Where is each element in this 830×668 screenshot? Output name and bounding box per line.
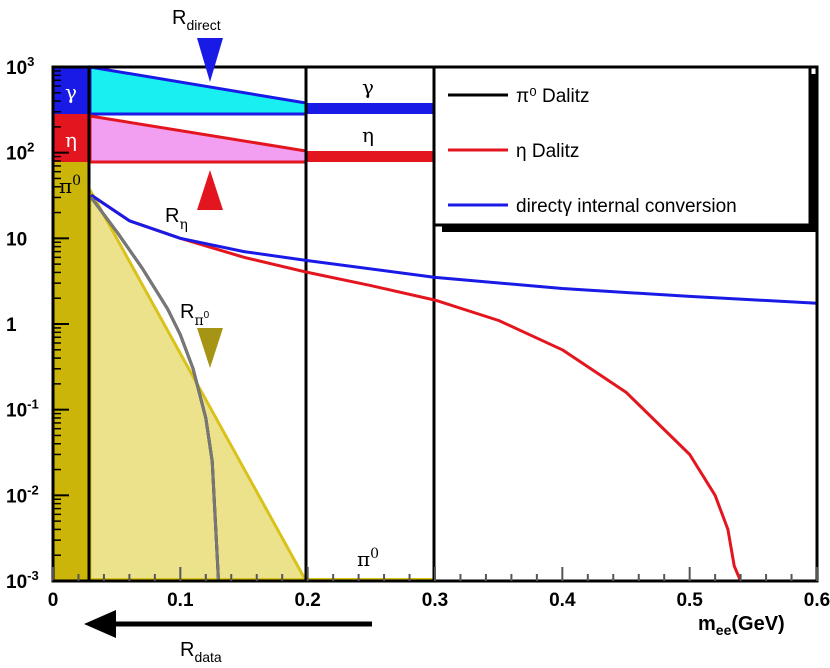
eta-right-label: η: [362, 123, 374, 147]
pi0-bottom-base: π: [357, 547, 370, 571]
x-ticks: [52, 567, 818, 581]
y-tick-label: 10-3: [6, 568, 39, 593]
x-tick-labels: 0 0.1 0.2 0.3 0.4 0.5 0.6: [48, 590, 830, 611]
x-tick-label: 0.6: [804, 590, 830, 611]
r-eta-annotation: Rη: [165, 170, 223, 233]
x-axis-label-sub: ee: [716, 622, 732, 638]
legend-entry-direct: directγ internal conversion: [448, 196, 737, 217]
eta-bar-right: [306, 151, 434, 162]
r-data-label: Rdata: [180, 639, 222, 665]
r-data-sub: data: [194, 649, 221, 665]
eta-region: [88, 114, 308, 164]
r-eta-sub: η: [179, 217, 187, 233]
legend: π⁰ Dalitz η Dalitz directγ internal conver…: [432, 65, 818, 232]
legend-entry-pi0: π⁰ Dalitz: [448, 86, 590, 107]
pi0-left-base: π: [59, 174, 72, 198]
gamma-right-label: γ: [362, 75, 374, 99]
x-tick-label: 0.2: [294, 590, 320, 611]
r-pi0-label: Rπ0: [180, 301, 210, 329]
x-tick-label: 0.5: [676, 590, 703, 611]
x-axis-label-unit: (GeV): [731, 613, 784, 635]
x-tick-label: 0: [48, 590, 59, 611]
r-direct-base: R: [172, 7, 186, 29]
eta-dalitz-line: [90, 193, 747, 583]
r-data-arrow-head: [84, 610, 116, 638]
pi0-dalitz-overlay: [89, 196, 220, 582]
r-pi0-base: R: [180, 301, 194, 323]
pi0-bottom-sup: 0: [370, 546, 379, 562]
y-tick-label: 10-1: [6, 397, 39, 422]
r-data-base: R: [180, 639, 194, 661]
eta-bar-left: [53, 114, 89, 162]
r-direct-annotation: Rdirect: [172, 7, 223, 82]
regions: [53, 65, 434, 583]
gamma-region: [88, 65, 308, 116]
pi0-left-sup: 0: [72, 173, 81, 189]
gamma-left-label: γ: [65, 80, 77, 104]
series-layer: [89, 193, 818, 583]
y-ticks: [53, 66, 69, 582]
y-tick-label: 102: [6, 140, 34, 165]
r-pi0-marker: [197, 328, 223, 368]
r-direct-sub: direct: [186, 17, 220, 33]
y-tick-label: 103: [6, 54, 34, 79]
x-axis-label: mee(GeV): [698, 613, 785, 638]
r-pi0-subsup: 0: [204, 310, 210, 321]
r-direct-marker: [197, 38, 223, 82]
pi0-left-label: π0: [59, 173, 81, 198]
eta-left-label: η: [65, 128, 77, 152]
x-tick-label: 0.1: [167, 590, 194, 611]
y-tick-label: 1: [6, 315, 17, 336]
legend-label: directγ internal conversion: [516, 196, 737, 217]
x-axis-label-main: m: [698, 613, 716, 635]
r-direct-label: Rdirect: [172, 7, 221, 33]
y-tick-label: 10: [6, 229, 27, 250]
pi0-bar-left: [53, 162, 89, 581]
legend-label: η Dalitz: [516, 141, 579, 162]
legend-box: [432, 65, 812, 227]
r-eta-marker: [197, 170, 223, 210]
x-tick-label: 0.4: [549, 590, 576, 611]
r-pi0-sub: π: [194, 313, 203, 329]
r-eta-base: R: [165, 205, 179, 227]
r-pi0-annotation: Rπ0: [180, 301, 223, 368]
legend-label: π⁰ Dalitz: [516, 86, 590, 107]
r-data-annotation: Rdata: [84, 610, 372, 665]
pi0-bottom-label: π0: [357, 546, 379, 571]
r-eta-label: Rη: [165, 205, 188, 233]
legend-entry-eta: η Dalitz: [448, 141, 579, 162]
y-tick-label: 10-2: [6, 482, 39, 507]
x-tick-label: 0.3: [422, 590, 448, 611]
gamma-bar-right: [306, 103, 434, 114]
direct-gamma-line: [90, 193, 818, 305]
